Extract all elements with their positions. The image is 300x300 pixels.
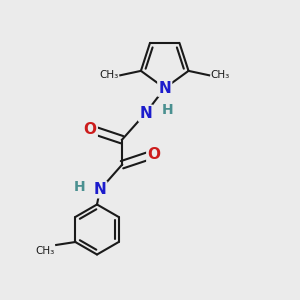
Text: H: H — [162, 103, 173, 117]
Text: CH₃: CH₃ — [211, 70, 230, 80]
Text: N: N — [94, 182, 106, 197]
Text: N: N — [158, 81, 171, 96]
Text: CH₃: CH₃ — [35, 246, 55, 256]
Text: N: N — [139, 106, 152, 121]
Text: CH₃: CH₃ — [100, 70, 119, 80]
Text: O: O — [84, 122, 97, 137]
Text: H: H — [74, 180, 85, 194]
Text: O: O — [147, 147, 160, 162]
